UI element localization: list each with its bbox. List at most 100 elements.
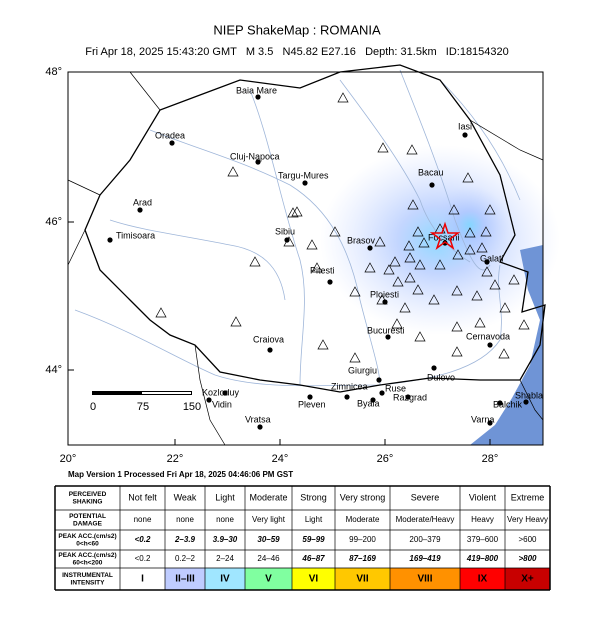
city-dot bbox=[284, 237, 290, 243]
scale-label: 150 bbox=[183, 401, 201, 413]
map: Baia Mare Oradea Cluj-Napoca Targu-Mures Ara… bbox=[67, 64, 560, 446]
cell: 87–169 bbox=[349, 554, 376, 563]
station bbox=[155, 307, 167, 318]
city-dot bbox=[405, 394, 411, 400]
city-label: Shabla bbox=[515, 390, 543, 400]
lon-label: 28° bbox=[482, 453, 499, 465]
cell: 46–87 bbox=[301, 554, 325, 563]
row-label: 60<h<200 bbox=[73, 559, 103, 566]
cell: <0.2 bbox=[135, 535, 151, 544]
scale-label: 0 bbox=[90, 401, 96, 413]
cell: Light bbox=[305, 515, 323, 524]
title: NIEP ShakeMap : ROMANIA bbox=[213, 22, 381, 37]
station bbox=[399, 302, 411, 313]
station bbox=[287, 207, 299, 218]
station bbox=[349, 352, 361, 363]
cell: X+ bbox=[521, 574, 534, 585]
intensity-color bbox=[390, 568, 460, 590]
cell: >800 bbox=[518, 554, 537, 563]
city-dot bbox=[385, 334, 391, 340]
city-dot bbox=[497, 400, 503, 406]
cell: Severe bbox=[411, 492, 440, 502]
cell: 419–800 bbox=[466, 554, 499, 563]
cell: 379–600 bbox=[467, 535, 499, 544]
station bbox=[508, 274, 520, 285]
city-label: Kozloduy bbox=[202, 387, 240, 397]
scale-label: 75 bbox=[137, 401, 149, 413]
station bbox=[337, 92, 349, 103]
cell: Strong bbox=[300, 492, 327, 502]
city-dot bbox=[523, 399, 529, 405]
cell: Extreme bbox=[511, 492, 545, 502]
station bbox=[389, 256, 401, 267]
cell: Moderate bbox=[346, 515, 380, 524]
city-label: Brasov bbox=[347, 235, 376, 245]
city-dot bbox=[137, 207, 143, 213]
station bbox=[414, 259, 426, 270]
station bbox=[329, 226, 341, 237]
station bbox=[498, 348, 510, 359]
station bbox=[249, 256, 261, 267]
city-label: Oradea bbox=[155, 130, 185, 140]
city-dot bbox=[487, 342, 493, 348]
intensity-color bbox=[120, 568, 165, 590]
cell: 3.9–30 bbox=[213, 535, 238, 544]
cell: 99–200 bbox=[349, 535, 376, 544]
station bbox=[392, 276, 404, 287]
cell: II–III bbox=[175, 574, 195, 585]
city-label: Bucuresti bbox=[367, 325, 405, 335]
city-dot bbox=[429, 182, 435, 188]
station bbox=[434, 259, 446, 270]
station bbox=[451, 321, 463, 332]
cell: VIII bbox=[417, 574, 432, 585]
cell: 2–3.9 bbox=[174, 535, 196, 544]
epicenter bbox=[429, 221, 461, 251]
city-dot bbox=[267, 347, 273, 353]
station bbox=[499, 302, 511, 313]
city-label: Baia Mare bbox=[236, 85, 277, 95]
city-dot bbox=[222, 390, 228, 396]
station bbox=[291, 206, 303, 217]
row-label: INTENSITY bbox=[71, 579, 106, 586]
city-label: Galati bbox=[480, 253, 504, 263]
cell: Weak bbox=[174, 492, 197, 502]
cell: Very strong bbox=[340, 492, 386, 502]
station bbox=[452, 249, 464, 260]
cell: 169–419 bbox=[409, 554, 441, 563]
station bbox=[464, 244, 476, 255]
station bbox=[317, 339, 329, 350]
cell: 24–46 bbox=[257, 554, 280, 563]
cell: 200–379 bbox=[409, 535, 441, 544]
city-dot bbox=[255, 94, 261, 100]
city-dot bbox=[379, 390, 385, 396]
cell: Light bbox=[215, 492, 235, 502]
station bbox=[489, 279, 501, 290]
intensity-color bbox=[245, 568, 292, 590]
lon-label: 20° bbox=[60, 453, 77, 465]
cell: none bbox=[134, 515, 152, 524]
city-dot bbox=[206, 397, 212, 403]
station bbox=[418, 237, 430, 248]
station bbox=[448, 204, 460, 215]
cell: Very light bbox=[252, 515, 286, 524]
lon-label: 24° bbox=[272, 453, 289, 465]
city-label: Pitesti bbox=[310, 265, 335, 275]
station bbox=[451, 285, 463, 296]
station bbox=[451, 346, 463, 357]
station bbox=[404, 252, 416, 263]
city-label: Iasi bbox=[458, 121, 472, 131]
city-label: Arad bbox=[133, 197, 152, 207]
cell: Not felt bbox=[128, 492, 157, 502]
city-dot bbox=[302, 180, 308, 186]
station bbox=[383, 264, 395, 275]
city-label: Bacau bbox=[418, 167, 444, 177]
row-label: SHAKING bbox=[73, 498, 103, 505]
cell: Moderate/Heavy bbox=[396, 515, 455, 524]
station bbox=[406, 144, 418, 155]
station bbox=[404, 272, 416, 283]
station bbox=[364, 262, 376, 273]
city-label: Timisoara bbox=[116, 230, 155, 240]
city-dot bbox=[107, 237, 113, 243]
city-label: Dulovo bbox=[427, 372, 455, 382]
station bbox=[518, 319, 530, 330]
